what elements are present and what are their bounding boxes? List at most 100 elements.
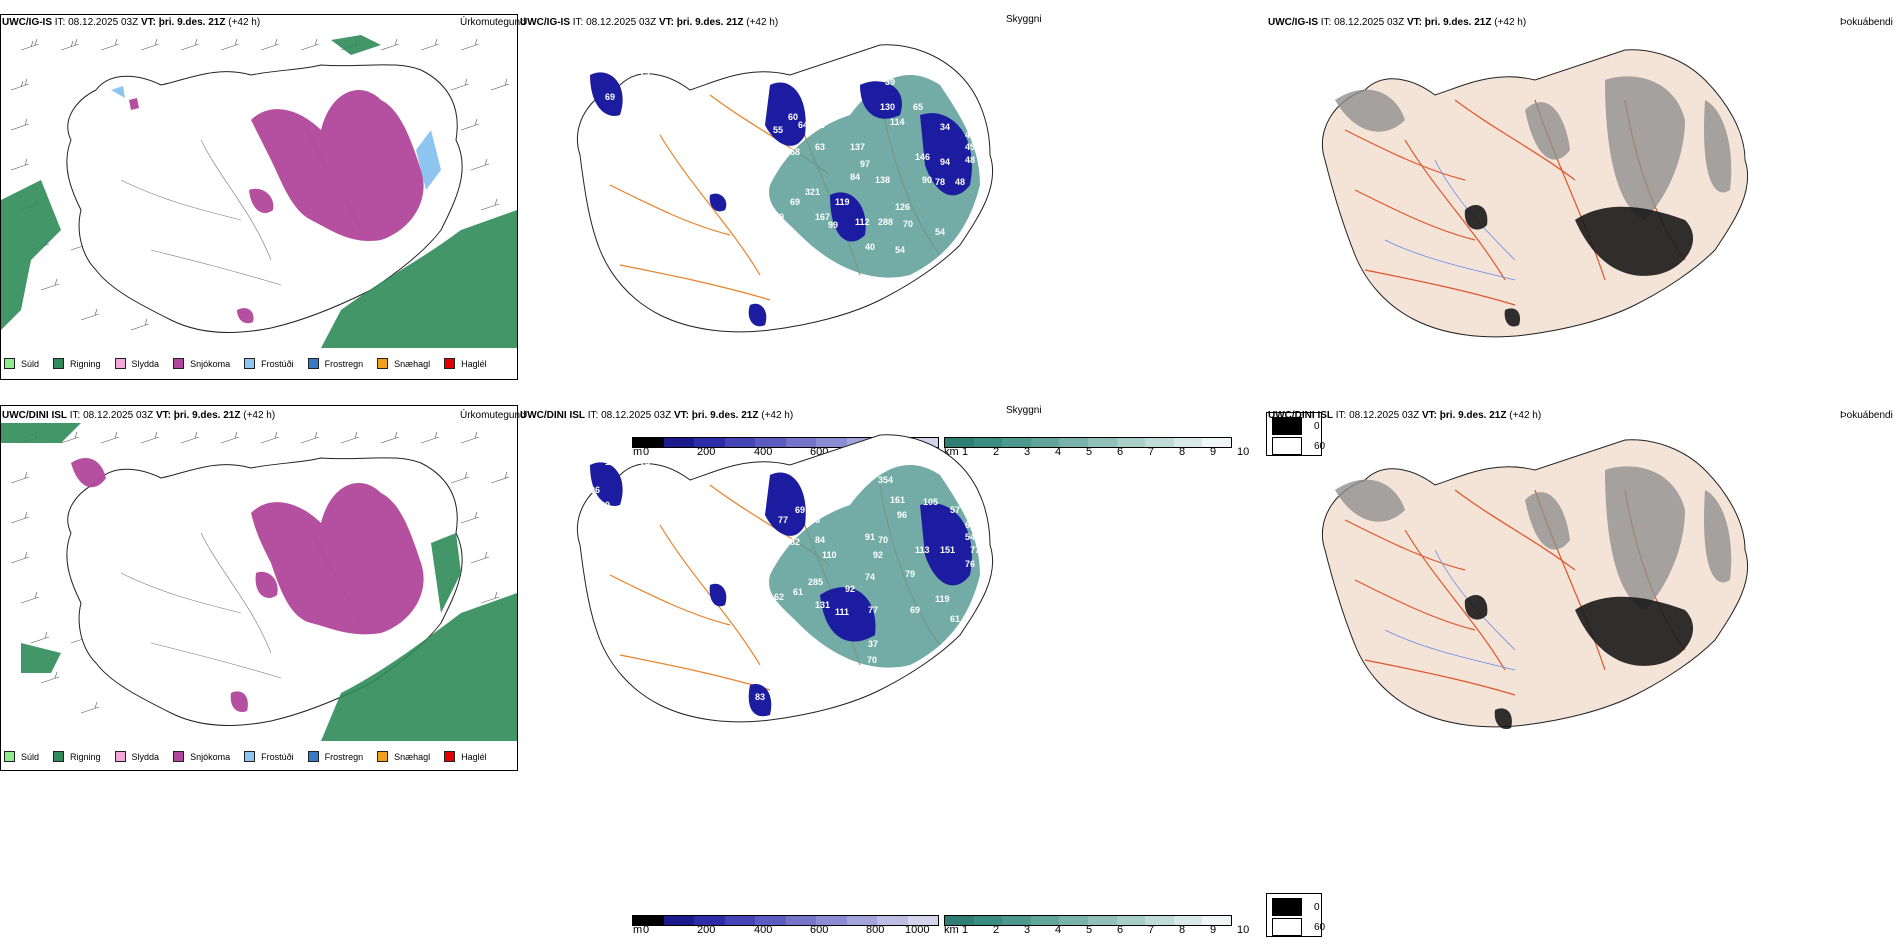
legend-swatch [444, 751, 456, 762]
visibility-label: 55 [773, 125, 783, 135]
fog-title-1: UWC/IG-IS IT: 08.12.2025 03Z VT: þri. 9.… [1268, 17, 1527, 28]
visibility-label: 84 [850, 172, 860, 182]
visibility-label: 90 [922, 175, 932, 185]
fog-swatch [1272, 437, 1302, 455]
visibility-label: 70 [867, 655, 877, 665]
visibility-label: 79 [774, 212, 784, 222]
visibility-label: 92 [845, 584, 855, 594]
legend-swatch [114, 751, 126, 762]
visibility-label: 74 [640, 67, 650, 77]
visibility-tick: 7 [1148, 924, 1155, 936]
visibility-label: 321 [805, 187, 820, 197]
visibility-label: 130 [880, 102, 895, 112]
precip-panel-name-1: Úrkomutegund [460, 17, 526, 28]
legend-item: Súld [4, 751, 39, 762]
legend-item: Slydda [114, 751, 159, 762]
visibility-label: 111 [835, 607, 849, 617]
legend-item: Haglél [444, 751, 487, 762]
fog-title-2: UWC/DINI ISL IT: 08.12.2025 03Z VT: þri.… [1268, 410, 1542, 421]
visibility-label: 76 [965, 559, 975, 569]
cloud-panel-name-1: Skyggni [1006, 14, 1042, 25]
visibility-tick: 5 [1086, 924, 1093, 936]
visibility-label: 110 [822, 550, 837, 560]
legend-swatch [173, 751, 185, 762]
visibility-label: 10 [610, 117, 620, 127]
visibility-tick: 9 [1210, 924, 1217, 936]
visibility-colorbar-1 [944, 437, 1232, 448]
visibility-label: 82 [790, 537, 800, 547]
visibility-label: 69 [605, 92, 615, 102]
ceiling-tick: 200 [697, 924, 716, 936]
visibility-label: 64 [798, 120, 808, 130]
visibility-label: 37 [868, 639, 878, 649]
visibility-label: 65 [913, 102, 923, 112]
legend-item: Frostúði [244, 358, 294, 369]
visibility-label: 91 [865, 532, 875, 542]
visibility-tick: 2 [993, 924, 1000, 936]
fog-legend-2: 0 60 [1266, 893, 1325, 937]
cloud-panel-name-2: Skyggni [1006, 405, 1042, 416]
visibility-tick: 3 [1024, 924, 1031, 936]
ceiling-tick: 400 [754, 446, 773, 458]
visibility-label: 99 [828, 220, 838, 230]
visibility-label: 89 [730, 197, 740, 207]
precip-type-legend-1: Súld Rigning Slydda Snjókoma Frostúði Fr… [4, 358, 501, 369]
visibility-label: 58 [790, 147, 800, 157]
ceiling-unit: m [633, 446, 643, 458]
visibility-label: 131 [815, 600, 830, 610]
visibility-tick: 7 [1148, 446, 1155, 458]
precip-title-2: UWC/DINI ISL IT: 08.12.2025 03Z VT: þri.… [2, 410, 276, 421]
visibility-tick: 8 [1179, 446, 1186, 458]
fog-swatch [1272, 417, 1302, 435]
visibility-tick: 1 [962, 446, 969, 458]
visibility-label: 96 [897, 510, 907, 520]
visibility-label: 94 [940, 157, 950, 167]
visibility-colorbar-2 [944, 915, 1232, 926]
visibility-label: 31 [770, 710, 780, 720]
visibility-label: 119 [935, 594, 950, 604]
visibility-label: 96 [590, 485, 600, 495]
visibility-label: 84 [815, 535, 825, 545]
visibility-unit: km [944, 924, 959, 936]
legend-swatch [377, 358, 389, 369]
ceiling-tick: 400 [754, 924, 773, 936]
visibility-label: 46 [675, 487, 685, 497]
visibility-label: 285 [808, 577, 823, 587]
visibility-label: 92 [873, 550, 883, 560]
ceiling-tick: 800 [866, 924, 885, 936]
iceland-outline [1321, 49, 1749, 338]
visibility-label: 94 [732, 590, 742, 600]
legend-swatch [377, 751, 389, 762]
ceiling-unit: m [633, 924, 643, 936]
visibility-label: 57 [950, 505, 960, 515]
visibility-label: 75 [788, 77, 798, 87]
ceiling-tick: 600 [810, 924, 829, 936]
visibility-label: 78 [935, 177, 945, 187]
legend-swatch [444, 358, 456, 369]
legend-item: Snæhagl [377, 751, 430, 762]
iceland-outline [1321, 439, 1749, 728]
visibility-label: 62 [774, 592, 784, 602]
visibility-label: 48 [955, 177, 965, 187]
visibility-label: 151 [940, 545, 955, 555]
visibility-label: 76 [640, 457, 650, 467]
fog-legend-1: 0 60 [1266, 412, 1325, 456]
ceiling-tick: 200 [697, 446, 716, 458]
visibility-label: 61 [965, 520, 975, 530]
visibility-label: 119 [835, 197, 850, 207]
visibility-tick: 5 [1086, 446, 1093, 458]
visibility-label: 34 [940, 122, 950, 132]
visibility-label: 146 [915, 152, 930, 162]
legend-item: Haglél [444, 358, 487, 369]
visibility-label: 69 [795, 505, 805, 515]
legend-swatch [53, 751, 65, 762]
visibility-tick: 9 [1210, 446, 1217, 458]
visibility-label: 167 [815, 212, 830, 222]
legend-item: Rigning [53, 751, 101, 762]
legend-swatch [307, 751, 319, 762]
visibility-tick: 8 [1179, 924, 1186, 936]
visibility-label: 97 [860, 159, 870, 169]
visibility-label: 288 [878, 217, 893, 227]
visibility-labels: 69 74 56 10 75 55 60 64 53 58 63 39 130 … [605, 67, 975, 322]
fog-swatch [1272, 898, 1302, 916]
